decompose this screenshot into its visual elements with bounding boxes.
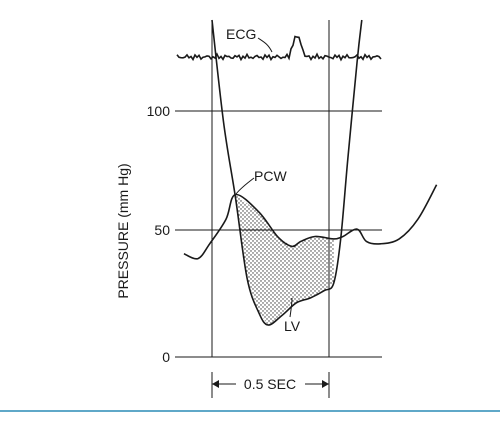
lv-leader-line [289, 297, 293, 318]
ecg-leader-line [257, 37, 273, 53]
series-ecg-line [176, 35, 382, 62]
y-tick-label-100: 100 [147, 103, 171, 119]
time-scale-arrowhead-right [322, 380, 329, 388]
pcw-leader-line [235, 177, 255, 195]
shaded-region [235, 194, 334, 325]
series-lv-line [211, 19, 363, 326]
y-axis-label: PRESSURE (mm Hg) [115, 163, 131, 298]
y-tick-label-0: 0 [162, 349, 170, 365]
bottom-rule [0, 410, 500, 412]
y-tick-label-50: 50 [154, 222, 170, 238]
lv-label: LV [284, 318, 301, 334]
time-scale-arrowhead-left [212, 380, 219, 388]
series-pcw-line [183, 184, 438, 260]
ecg-label: ECG [226, 26, 256, 42]
time-scale-label: 0.5 SEC [244, 376, 296, 392]
pcw-label: PCW [254, 168, 287, 184]
